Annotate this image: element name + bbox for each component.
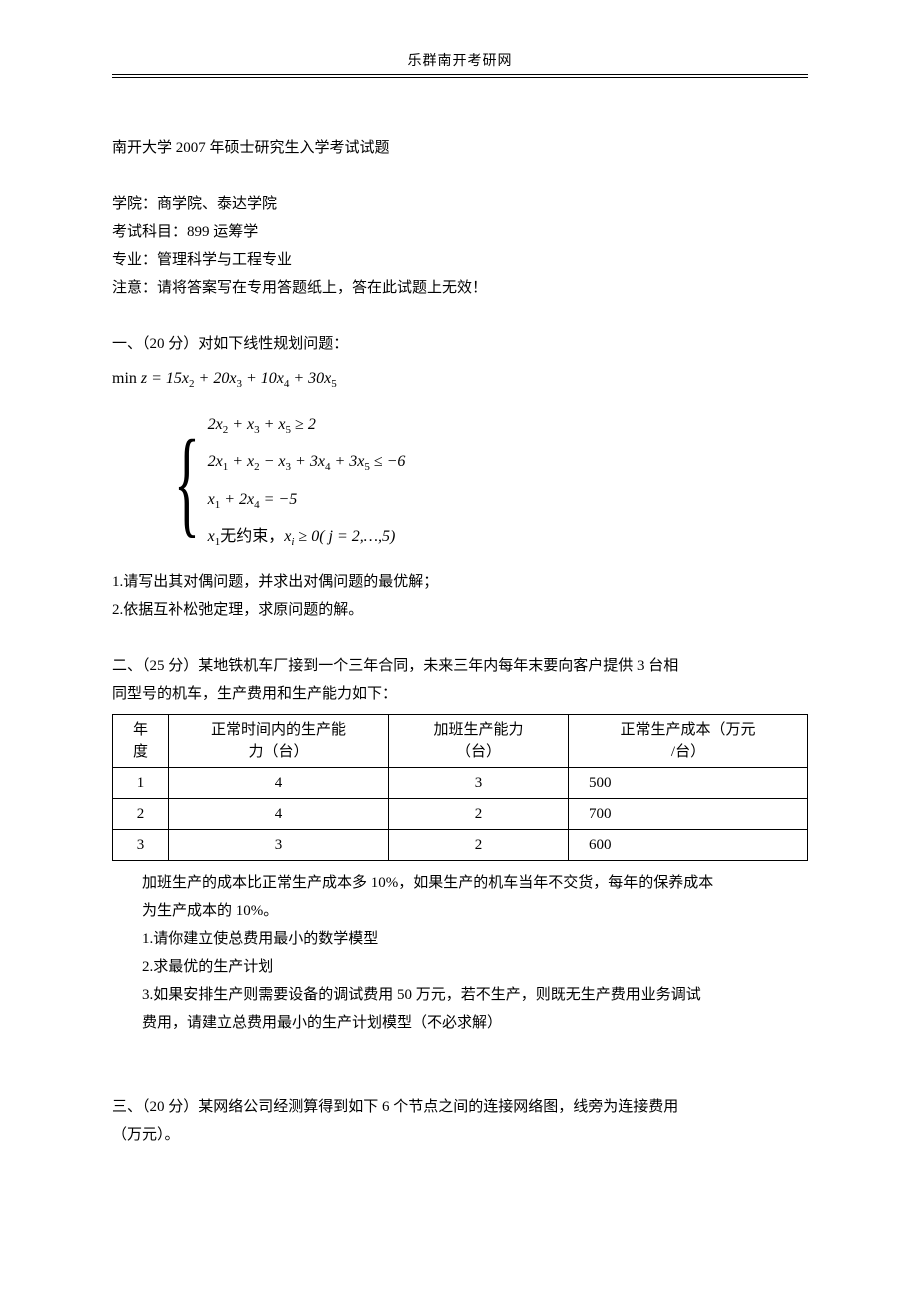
cell: 2 bbox=[113, 798, 169, 829]
cell: 600 bbox=[569, 829, 808, 860]
q2-sub1: 1.请你建立使总费用最小的数学模型 bbox=[112, 925, 808, 953]
exam-title: 南开大学 2007 年硕士研究生入学考试试题 bbox=[112, 134, 808, 162]
table-header-row: 年度 正常时间内的生产能力（台） 加班生产能力（台） 正常生产成本（万元/台） bbox=[113, 714, 808, 767]
table-row: 2 4 2 700 bbox=[113, 798, 808, 829]
cell: 2 bbox=[389, 798, 569, 829]
q3-heading-l1: 三、（20 分）某网络公司经测算得到如下 6 个节点之间的连接网络图，线旁为连接… bbox=[112, 1093, 808, 1121]
q1-constraints: { 2x2 + x3 + x5 ≥ 2 2x1 + x2 − x3 + 3x4 … bbox=[174, 405, 808, 558]
meta-school: 学院：商学院、泰达学院 bbox=[112, 190, 808, 218]
q2-sub3a: 3.如果安排生产则需要设备的调试费用 50 万元，若不生产，则既无生产费用业务调… bbox=[112, 981, 808, 1009]
table-row: 3 3 2 600 bbox=[113, 829, 808, 860]
q1-c1: 2x2 + x3 + x5 ≥ 2 bbox=[208, 409, 406, 446]
q3-heading-l2: （万元）。 bbox=[112, 1121, 808, 1149]
meta-major: 专业：管理科学与工程专业 bbox=[112, 246, 808, 274]
cell: 500 bbox=[569, 767, 808, 798]
q2-table: 年度 正常时间内的生产能力（台） 加班生产能力（台） 正常生产成本（万元/台） … bbox=[112, 714, 808, 861]
th-year: 年度 bbox=[113, 714, 169, 767]
q1-sub2: 2.依据互补松弛定理，求原问题的解。 bbox=[112, 596, 808, 624]
table-row: 1 4 3 500 bbox=[113, 767, 808, 798]
page-header: 乐群南开考研网 bbox=[112, 50, 808, 70]
q1-c3: x1 + 2x4 = −5 bbox=[208, 484, 406, 521]
cell: 1 bbox=[113, 767, 169, 798]
q2-after-l1: 加班生产的成本比正常生产成本多 10%，如果生产的机车当年不交货，每年的保养成本 bbox=[112, 869, 808, 897]
q2-sub2: 2.求最优的生产计划 bbox=[112, 953, 808, 981]
left-brace-icon: { bbox=[174, 405, 200, 558]
q2-sub3b: 费用，请建立总费用最小的生产计划模型（不必求解） bbox=[112, 1009, 808, 1037]
meta-note: 注意：请将答案写在专用答题纸上，答在此试题上无效！ bbox=[112, 274, 808, 302]
th-cost: 正常生产成本（万元/台） bbox=[569, 714, 808, 767]
q1-c4: x1无约束，xi ≥ 0( j = 2,…,5) bbox=[208, 521, 406, 558]
q1-objective: min z = 15x2 + 20x3 + 10x4 + 30x5 bbox=[112, 364, 808, 399]
q1-heading: 一、（20 分）对如下线性规划问题： bbox=[112, 330, 808, 358]
header-rule-1 bbox=[112, 74, 808, 75]
cell: 3 bbox=[113, 829, 169, 860]
header-rule-2 bbox=[112, 77, 808, 78]
cell: 3 bbox=[389, 767, 569, 798]
cell: 3 bbox=[169, 829, 389, 860]
q2-after-l2: 为生产成本的 10%。 bbox=[112, 897, 808, 925]
cell: 4 bbox=[169, 798, 389, 829]
q2-heading-l1: 二、（25 分）某地铁机车厂接到一个三年合同，未来三年内每年末要向客户提供 3 … bbox=[112, 652, 808, 680]
q1-sub1: 1.请写出其对偶问题，并求出对偶问题的最优解； bbox=[112, 568, 808, 596]
q2-heading-l2: 同型号的机车，生产费用和生产能力如下： bbox=[112, 680, 808, 708]
cell: 700 bbox=[569, 798, 808, 829]
cell: 2 bbox=[389, 829, 569, 860]
meta-subject: 考试科目：899 运筹学 bbox=[112, 218, 808, 246]
th-overtime-cap: 加班生产能力（台） bbox=[389, 714, 569, 767]
cell: 4 bbox=[169, 767, 389, 798]
q1-c2: 2x1 + x2 − x3 + 3x4 + 3x5 ≤ −6 bbox=[208, 446, 406, 483]
th-normal-cap: 正常时间内的生产能力（台） bbox=[169, 714, 389, 767]
